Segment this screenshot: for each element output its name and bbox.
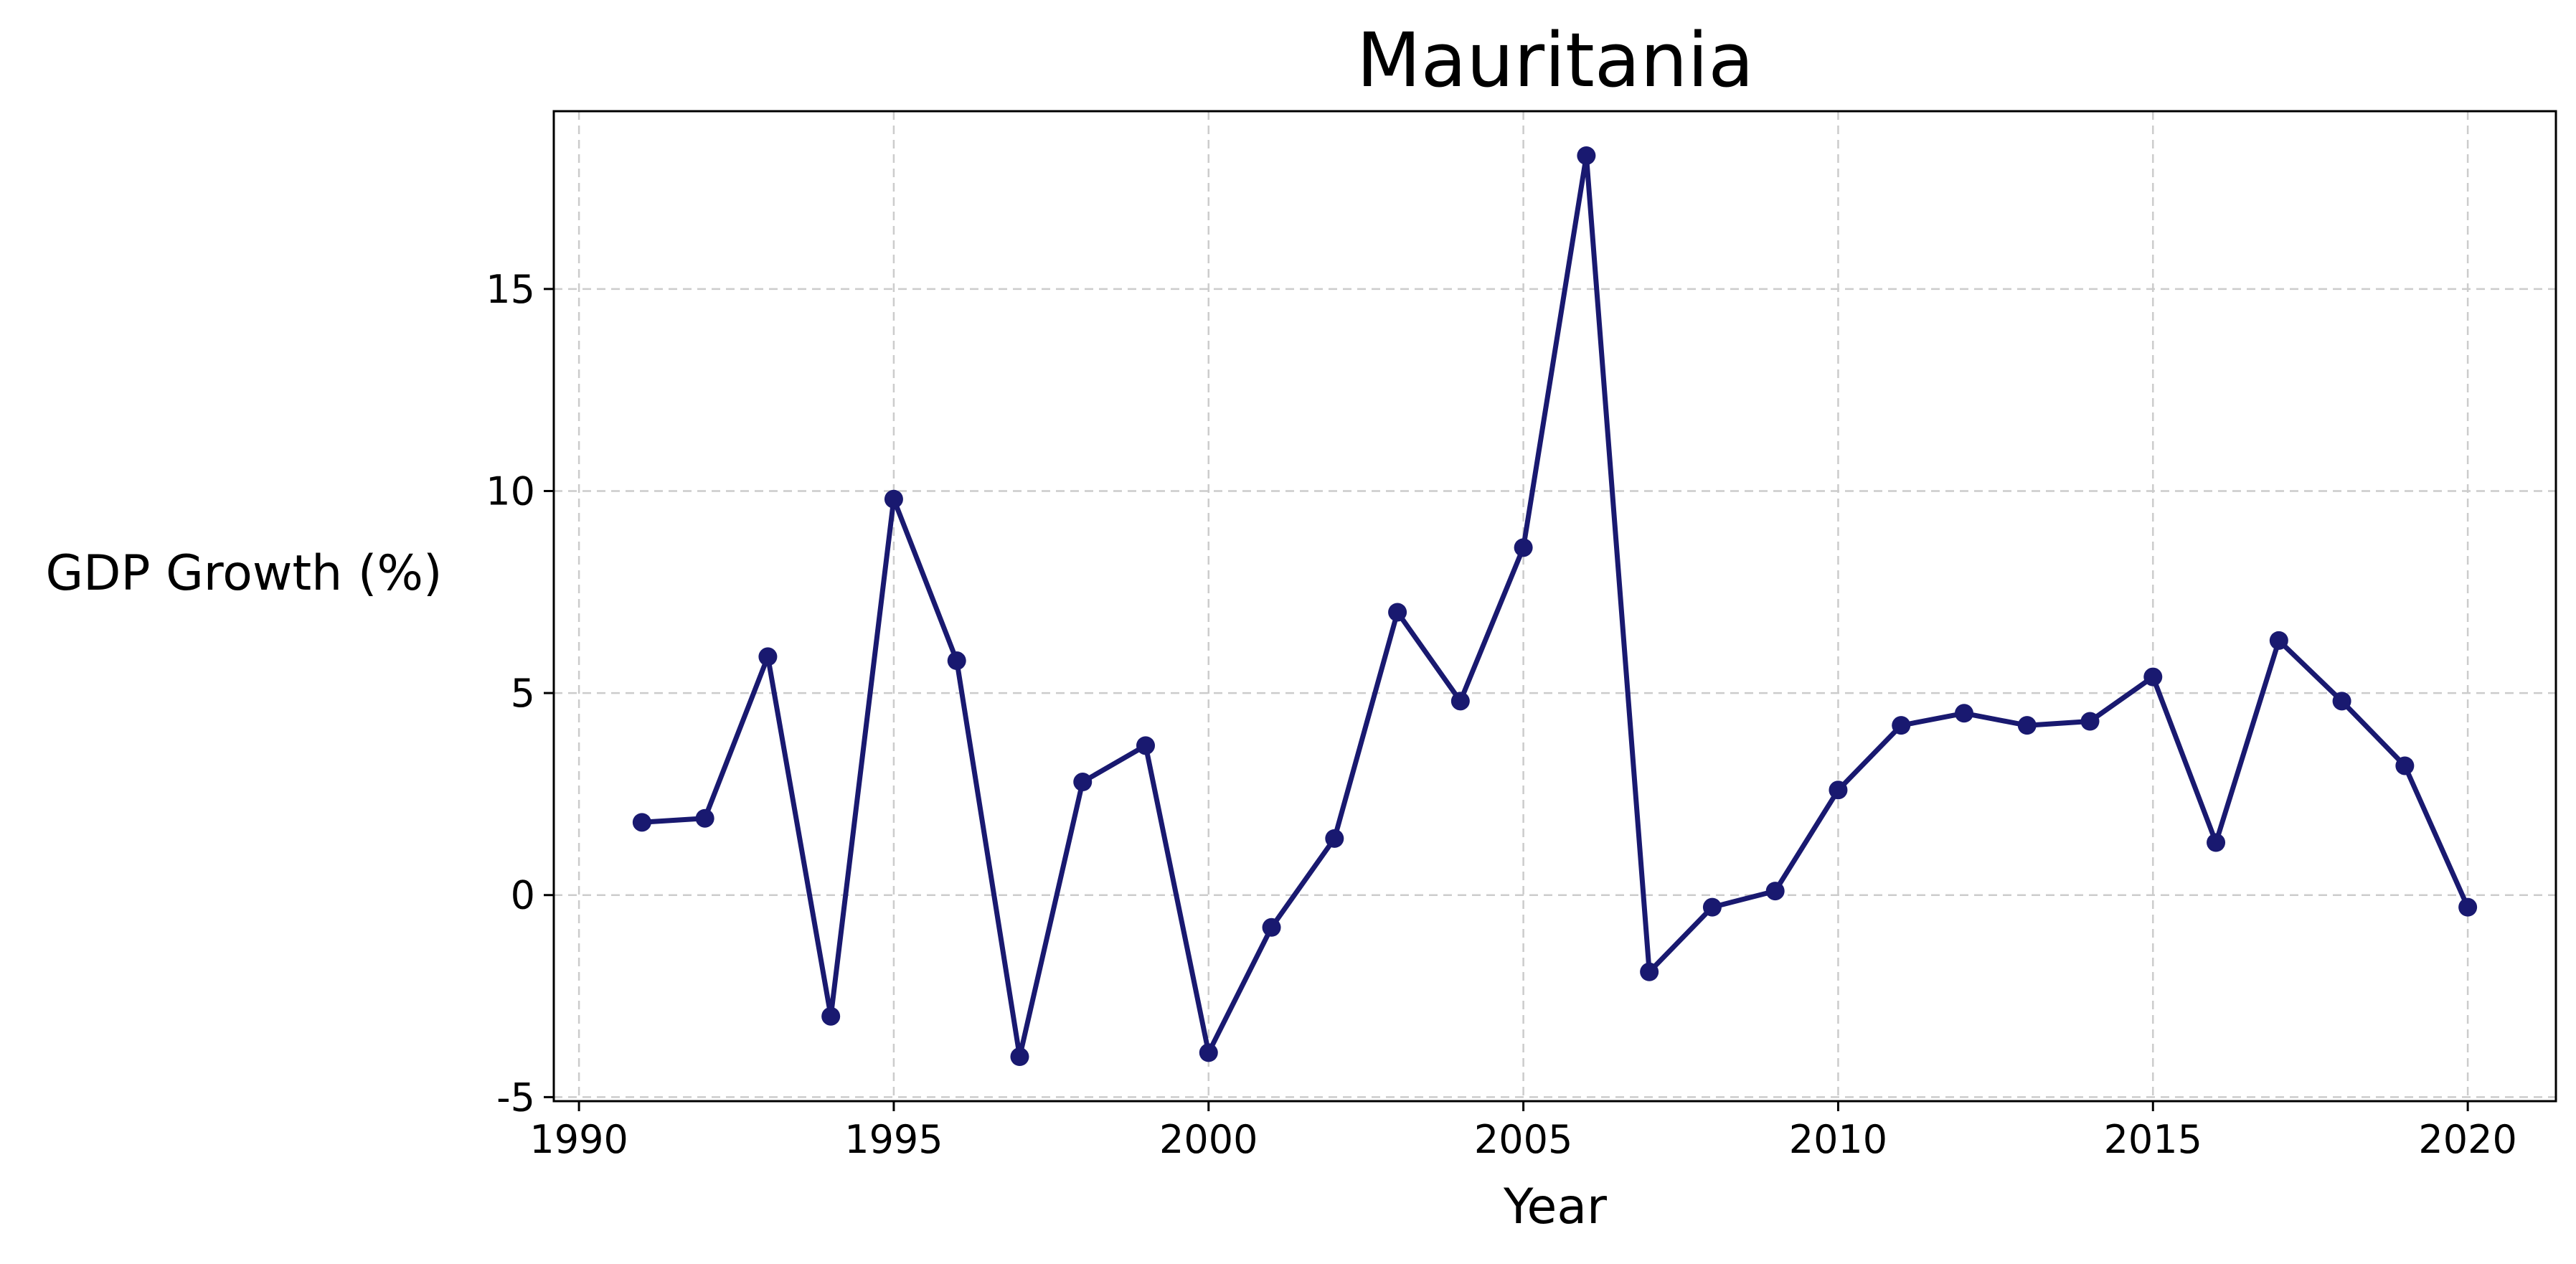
data-point [2332, 692, 2351, 711]
data-point [947, 651, 966, 671]
x-tick-label: 1995 [844, 1117, 943, 1162]
data-point [2080, 712, 2100, 731]
data-point [1892, 716, 1911, 735]
data-point [1136, 736, 1156, 755]
data-point [1577, 146, 1596, 165]
data-point [695, 808, 714, 828]
x-tick-label: 2020 [2418, 1117, 2516, 1162]
data-series [632, 146, 2478, 1067]
data-point [758, 647, 778, 666]
x-axis-label: Year [1503, 1179, 1607, 1235]
data-point [632, 813, 651, 832]
x-tick-label: 2010 [1789, 1117, 1887, 1162]
data-point [1514, 538, 1533, 557]
data-point [2017, 716, 2037, 735]
x-tick-label: 2000 [1159, 1117, 1258, 1162]
axis-ticks: 1990 1995 2000 2005 2010 2015 2020 -5 0 5 10 15 [486, 267, 2517, 1162]
data-point [821, 1006, 841, 1026]
data-point [1829, 780, 1848, 800]
data-point [2395, 756, 2415, 775]
x-tick-label: 2015 [2104, 1117, 2202, 1162]
y-tick-label: 5 [511, 671, 535, 716]
plot-frame [552, 110, 2557, 1103]
data-point [2207, 833, 2226, 852]
data-point [1388, 603, 1407, 622]
y-tick-label: 15 [486, 267, 535, 312]
y-tick-label: 0 [511, 873, 535, 918]
data-point [2458, 897, 2478, 917]
data-point [1262, 918, 1281, 937]
data-point [1199, 1043, 1218, 1062]
data-point [1640, 962, 1659, 981]
data-point [1954, 704, 1973, 723]
x-tick-label: 2005 [1474, 1117, 1572, 1162]
data-point [1073, 773, 1093, 792]
y-axis-label: GDP Growth (%) [45, 545, 442, 602]
grid-lines [554, 111, 2556, 1101]
data-point [1325, 829, 1344, 848]
data-point [2269, 631, 2288, 650]
data-point [1702, 897, 1722, 917]
y-tick-label: 10 [486, 468, 535, 514]
data-point [1765, 882, 1785, 901]
y-tick-label: -5 [496, 1075, 535, 1120]
data-point [1010, 1047, 1029, 1067]
chart-title: Mauritania [1357, 16, 1754, 104]
data-point [2143, 667, 2163, 687]
data-point [884, 489, 903, 509]
data-point [1450, 692, 1470, 711]
series-line [641, 153, 2471, 1060]
x-tick-label: 1990 [529, 1117, 628, 1162]
